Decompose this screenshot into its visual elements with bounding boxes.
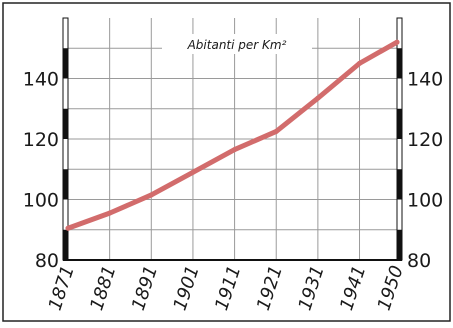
outer-border: [2, 2, 451, 322]
left-axis-segment-140: [63, 48, 68, 79]
series-layer: [65, 39, 400, 231]
data-point-1950: [394, 39, 400, 45]
axes: [62, 17, 403, 261]
title-background: [162, 34, 312, 54]
right-axis-segment-80: [397, 229, 402, 260]
ytick-right-140: 140: [407, 69, 443, 91]
ytick-left-140: 140: [23, 69, 59, 91]
data-point-1941: [357, 60, 363, 66]
data-point-1931: [315, 95, 321, 101]
data-point-1911: [232, 147, 238, 153]
data-point-1891: [148, 192, 154, 198]
right-axis-segment-120: [397, 108, 402, 139]
title-group: Abitanti per Km²: [162, 34, 312, 54]
left-axis-segment-120: [63, 108, 68, 139]
left-axis-segment-100: [63, 169, 68, 200]
data-point-1871: [65, 225, 71, 231]
ytick-right-80: 80: [407, 250, 431, 272]
ytick-left-100: 100: [23, 190, 59, 212]
left-axis-segment-80: [63, 229, 68, 260]
right-axis-segment-140: [397, 48, 402, 79]
right-axis-segment-100: [397, 169, 402, 200]
data-point-1901: [190, 169, 196, 175]
ytick-left-120: 120: [23, 129, 59, 151]
ytick-left-80: 80: [35, 250, 59, 272]
chart-title: Abitanti per Km²: [187, 38, 287, 52]
ytick-right-120: 120: [407, 129, 443, 151]
data-point-1881: [107, 210, 113, 216]
ytick-right-100: 100: [407, 190, 443, 212]
data-point-1921: [273, 128, 279, 134]
